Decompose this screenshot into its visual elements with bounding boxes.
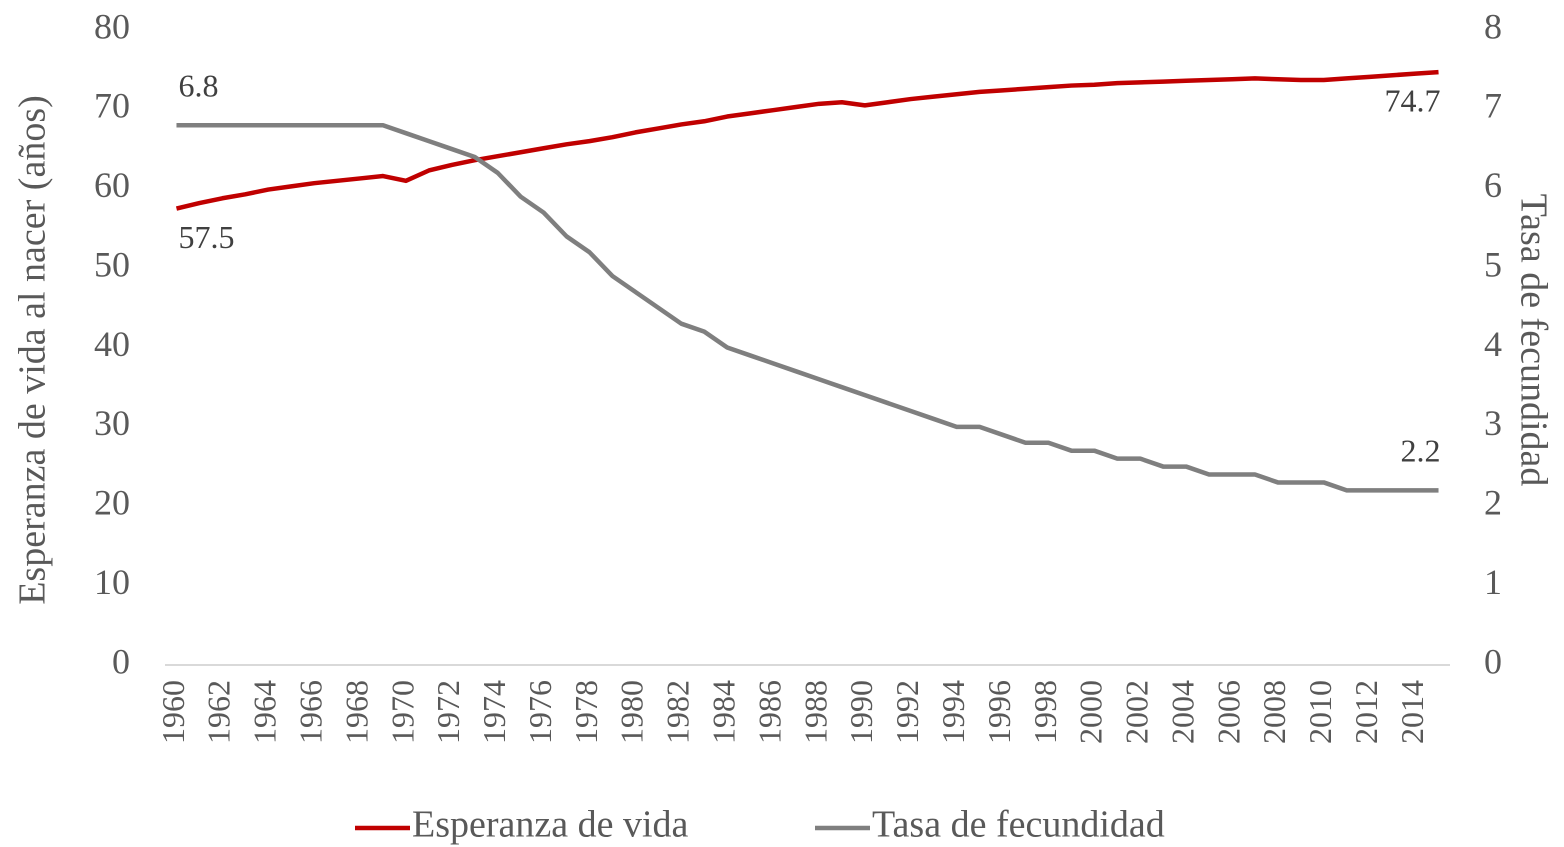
x-tick-label: 1972 xyxy=(430,680,466,744)
x-tick-label: 1962 xyxy=(201,680,237,744)
y2-axis-title: Tasa de fecundidad xyxy=(1512,194,1554,487)
y-tick-label: 20 xyxy=(94,483,130,523)
y2-tick-label: 1 xyxy=(1484,562,1502,602)
x-tick-label: 1978 xyxy=(568,680,604,744)
x-tick-label: 1984 xyxy=(706,680,742,744)
x-tick-label: 2006 xyxy=(1210,680,1246,744)
y-tick-label: 60 xyxy=(94,165,130,205)
x-tick-label: 2002 xyxy=(1119,680,1155,744)
y-axis-title: Esperanza de vida al nacer (años) xyxy=(12,95,54,605)
x-tick-label: 1986 xyxy=(751,680,787,744)
x-tick-label: 1964 xyxy=(247,680,283,744)
legend-label: Esperanza de vida xyxy=(412,804,689,846)
y-tick-label: 10 xyxy=(94,562,130,602)
y2-tick-label: 5 xyxy=(1484,244,1502,284)
y2-tick-label: 7 xyxy=(1484,86,1502,126)
data-label: 2.2 xyxy=(1401,433,1441,469)
x-tick-label: 1976 xyxy=(522,680,558,744)
y2-tick-label: 6 xyxy=(1484,165,1502,205)
y-tick-label: 80 xyxy=(94,6,130,46)
data-label: 74.7 xyxy=(1385,82,1441,118)
x-tick-label: 1992 xyxy=(889,680,925,744)
x-tick-label: 1970 xyxy=(384,680,420,744)
x-tick-label: 1968 xyxy=(338,680,374,744)
y2-tick-label: 0 xyxy=(1484,641,1502,681)
x-tick-label: 2008 xyxy=(1256,680,1292,744)
series-line xyxy=(176,123,1439,493)
y-tick-label: 0 xyxy=(112,641,130,681)
x-tick-label: 1974 xyxy=(476,680,512,744)
data-label: 6.8 xyxy=(178,68,218,104)
x-tick-label: 1966 xyxy=(292,680,328,744)
y-tick-label: 70 xyxy=(94,86,130,126)
y2-tick-label: 4 xyxy=(1484,324,1502,364)
legend-label: Tasa de fecundidad xyxy=(872,804,1165,846)
x-tick-label: 1988 xyxy=(797,680,833,744)
x-tick-label: 1980 xyxy=(614,680,650,744)
x-tick-label: 2000 xyxy=(1073,680,1109,744)
series-line xyxy=(175,69,1439,211)
x-tick-label: 2004 xyxy=(1164,680,1200,744)
x-tick-label: 1960 xyxy=(155,680,191,744)
y2-tick-label: 8 xyxy=(1484,6,1502,46)
x-tick-label: 1994 xyxy=(935,680,971,744)
x-tick-label: 1990 xyxy=(843,680,879,744)
x-tick-label: 1982 xyxy=(660,680,696,744)
y-tick-label: 40 xyxy=(94,324,130,364)
x-tick-label: 2014 xyxy=(1394,680,1430,744)
x-tick-label: 1996 xyxy=(981,680,1017,744)
y-tick-label: 30 xyxy=(94,403,130,443)
data-label: 57.5 xyxy=(178,219,234,255)
x-tick-label: 2010 xyxy=(1302,680,1338,744)
y-tick-label: 50 xyxy=(94,244,130,284)
x-tick-label: 2012 xyxy=(1348,680,1384,744)
x-tick-label: 1998 xyxy=(1027,680,1063,744)
y2-tick-label: 2 xyxy=(1484,483,1502,523)
y2-tick-label: 3 xyxy=(1484,403,1502,443)
